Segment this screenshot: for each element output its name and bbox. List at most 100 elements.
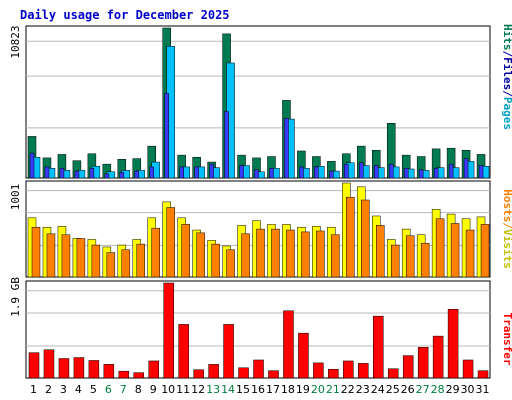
bar-hosts — [151, 227, 160, 278]
day-label: 29 — [446, 383, 460, 396]
bar-hosts — [420, 242, 430, 278]
bar-hosts — [196, 232, 205, 278]
panel-frame-1 — [25, 25, 491, 179]
bar-files — [59, 168, 65, 179]
bar-transfer — [313, 362, 324, 379]
day-label: 18 — [281, 383, 295, 396]
bar-transfer — [283, 310, 294, 379]
bar-files — [194, 166, 199, 179]
bar-hosts — [121, 249, 131, 278]
day-label: 12 — [191, 383, 205, 396]
side-label-hosts-visits-part: Visits — [501, 229, 512, 269]
bar-hosts — [106, 252, 116, 278]
bar-files — [403, 168, 409, 179]
bar-files — [433, 168, 439, 179]
bar-transfer — [402, 355, 414, 379]
bar-transfer — [238, 367, 249, 379]
bar-transfer — [88, 360, 100, 379]
day-label: 1 — [30, 383, 37, 396]
bar-files — [179, 166, 184, 179]
bar-files — [359, 162, 364, 179]
bar-files — [478, 165, 484, 179]
side-label-hits-files-pages-part: Files — [501, 57, 512, 90]
bar-files — [74, 170, 80, 179]
bar-files — [209, 163, 214, 179]
bar-files — [104, 173, 110, 179]
bar-files — [239, 165, 244, 179]
day-label: 22 — [341, 383, 355, 396]
bar-hosts — [76, 238, 86, 278]
y-max-label: 1.9 GB — [9, 277, 22, 317]
bar-hosts — [211, 243, 220, 278]
bar-transfer — [417, 347, 429, 379]
day-label: 16 — [251, 383, 265, 396]
bar-transfer — [328, 368, 339, 379]
day-label: 27 — [416, 383, 430, 396]
day-label: 21 — [326, 383, 340, 396]
bar-files — [284, 118, 289, 179]
y-max-label: 1001 — [9, 184, 22, 211]
bar-hosts — [450, 223, 460, 278]
bar-transfer — [358, 363, 369, 379]
bar-transfer — [43, 349, 55, 379]
bar-transfer — [462, 359, 474, 379]
day-label: 2 — [45, 383, 52, 396]
bar-hosts — [46, 233, 56, 278]
side-label-hits-files-pages-part: Hits — [501, 24, 512, 51]
bar-transfer — [148, 360, 159, 379]
bar-files — [329, 170, 334, 179]
bar-hosts — [181, 224, 190, 278]
bar-hosts — [166, 207, 175, 278]
bar-hosts — [316, 230, 325, 278]
side-label-transfer: Transfer — [501, 313, 512, 366]
bar-transfer — [298, 332, 309, 379]
day-label: 13 — [206, 383, 220, 396]
bar-transfer — [373, 315, 384, 379]
bar-files — [374, 165, 379, 179]
bar-transfer — [253, 359, 264, 379]
bar-files — [254, 169, 259, 179]
bar-files — [44, 166, 50, 179]
bar-hosts — [256, 228, 265, 278]
bar-transfer — [73, 357, 85, 379]
day-label: 30 — [461, 383, 475, 396]
bar-hosts — [301, 231, 310, 278]
day-label: 14 — [221, 383, 235, 396]
bar-files — [418, 169, 424, 179]
bar-hosts — [331, 234, 340, 278]
bar-transfer — [447, 309, 459, 379]
bar-transfer — [103, 364, 115, 379]
side-label-hits-files-pages: Hits/Files/Pages — [501, 24, 512, 130]
bar-hosts — [361, 199, 370, 278]
bar-files — [134, 170, 140, 179]
bar-files — [89, 168, 95, 179]
bar-hosts — [390, 244, 400, 278]
bar-files — [314, 166, 319, 179]
bar-files — [29, 152, 35, 179]
bar-files — [463, 158, 469, 179]
bar-hosts — [91, 244, 101, 278]
bar-transfer — [387, 368, 399, 379]
day-label: 7 — [120, 383, 127, 396]
side-label-hits-files-pages-part: Pages — [501, 97, 512, 130]
day-label: 23 — [356, 383, 370, 396]
bar-transfer — [208, 364, 219, 379]
bar-hosts — [226, 249, 235, 278]
day-label: 11 — [176, 383, 190, 396]
day-label: 3 — [60, 383, 67, 396]
bar-files — [149, 166, 154, 179]
day-label: 10 — [161, 383, 175, 396]
side-label-hits-files-pages-part: / — [501, 90, 512, 97]
bar-transfer — [193, 369, 204, 379]
day-label: 24 — [371, 383, 385, 396]
day-label: 25 — [386, 383, 400, 396]
bar-hosts — [271, 228, 280, 278]
bar-transfer — [268, 370, 279, 379]
bar-hosts — [435, 218, 445, 278]
day-label: 6 — [105, 383, 112, 396]
bar-files — [448, 163, 454, 179]
bar-hosts — [31, 226, 41, 278]
bar-transfer — [343, 360, 354, 379]
day-label: 28 — [431, 383, 445, 396]
